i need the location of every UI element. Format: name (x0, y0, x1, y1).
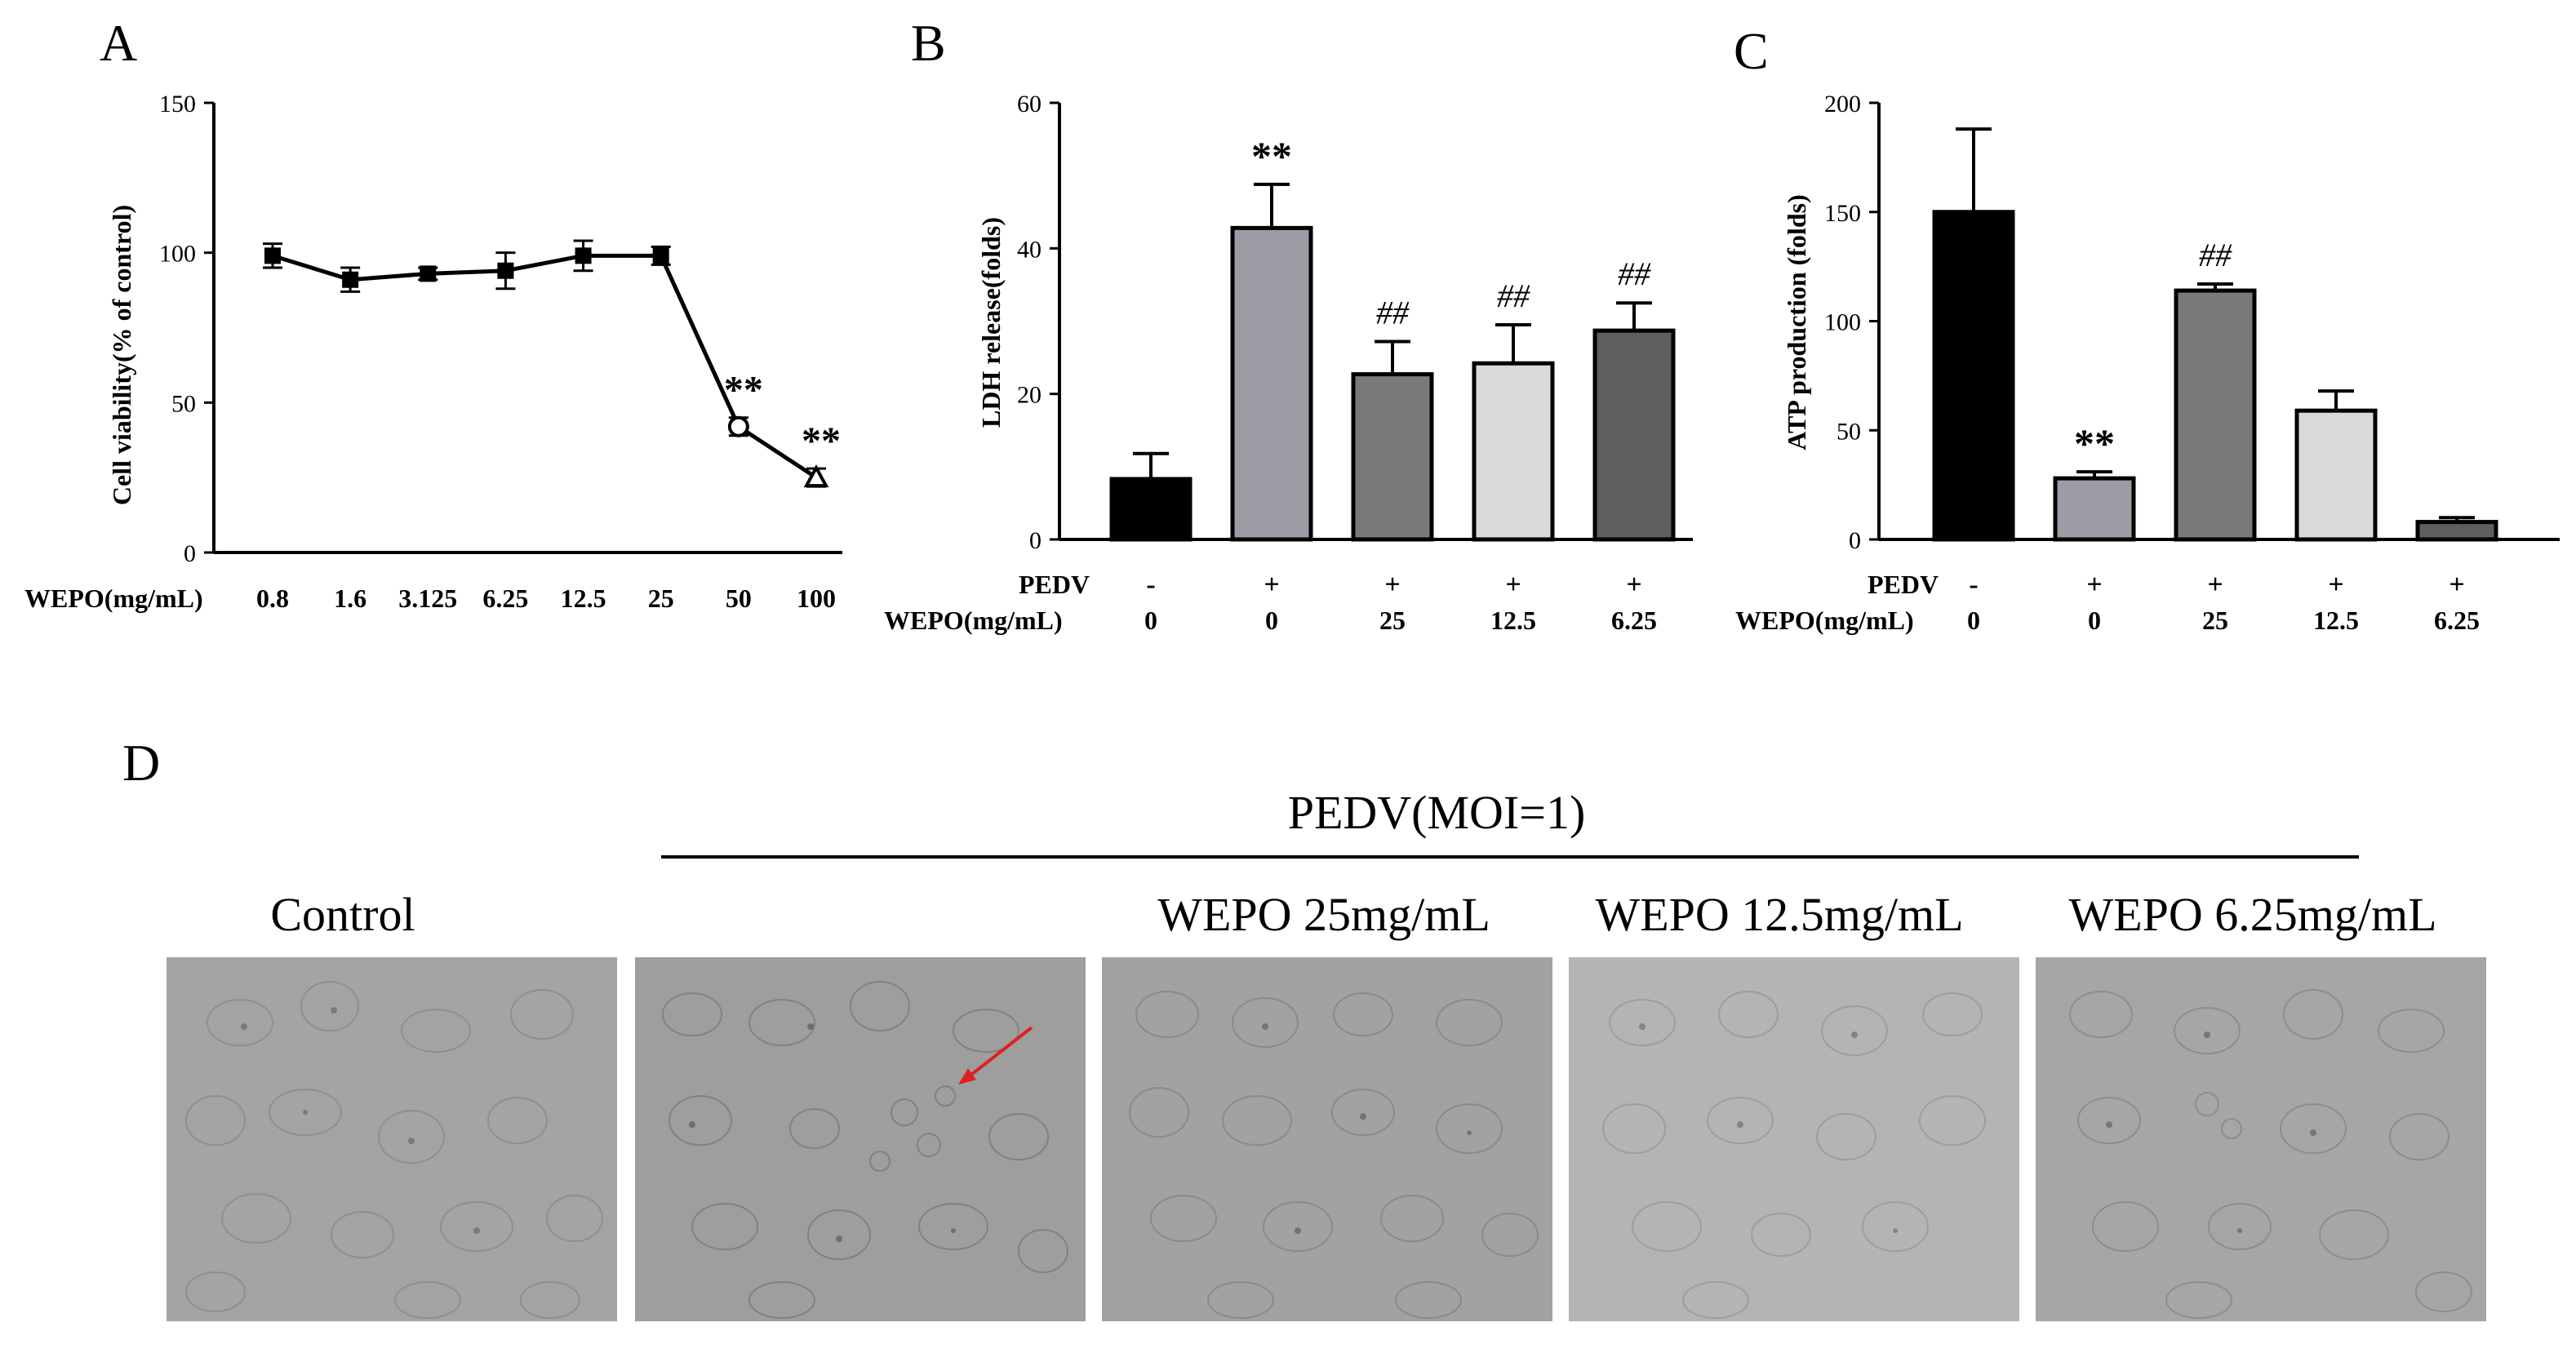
red-arrow-head (958, 1068, 976, 1085)
chart-c-wepo-label: 12.5 (2313, 606, 2359, 635)
chart-a-point (264, 247, 281, 264)
chart-b-pedv-label: - (1146, 570, 1155, 600)
chart-a-point (342, 271, 359, 288)
micrograph-wepo-6-25 (2036, 957, 2486, 1321)
panel-d-label-wepo-6-25: WEPO 6.25mg/mL (2068, 888, 2436, 941)
micrograph-pedv (635, 957, 1086, 1321)
chart-c-bar (2174, 288, 2257, 542)
chart-c-pedv-label: + (2328, 570, 2343, 600)
chart-a-ylabel: Cell viability(% of control) (107, 205, 136, 505)
chart-a-series-line (272, 253, 818, 480)
chart-b-wepo-label: 0 (1144, 606, 1157, 635)
chart-b-significance: ## (1618, 255, 1651, 292)
chart-c-pedv-label: + (2207, 570, 2223, 600)
chart-c-bar (2053, 476, 2136, 542)
chart-b-bar (1109, 477, 1193, 542)
chart-b-y-tick-label: 20 (1017, 382, 1042, 409)
chart-a-x-tick-label: 25 (648, 584, 674, 613)
chart-c-bar (1932, 210, 2015, 542)
chart-a-x-tick-label: 0.8 (256, 584, 289, 613)
panel-letter-b: B (911, 14, 946, 72)
chart-a-point (420, 265, 437, 282)
panel-d-label-wepo-12-5: WEPO 12.5mg/mL (1595, 888, 1963, 941)
panel-letter-a: A (100, 14, 137, 72)
chart-c-bar (2415, 520, 2498, 542)
chart-c-y-tick-label: 50 (1837, 418, 1861, 445)
chart-c-pedv-label: - (1969, 570, 1978, 600)
chart-a-xlabel-prefix: WEPO(mg/mL) (24, 584, 203, 613)
chart-b-significance: ## (1376, 294, 1410, 331)
chart-a-x-tick-label: 6.25 (482, 584, 528, 613)
chart-a-x-tick-label: 50 (726, 584, 752, 613)
chart-c-wepo-label: 25 (2202, 606, 2228, 635)
chart-c-y-tick-label: 100 (1824, 309, 1861, 336)
micrograph-wepo-12-5 (1569, 957, 2019, 1321)
panel-letter-d: D (122, 734, 160, 792)
chart-a-y-tick-label: 0 (184, 540, 196, 567)
red-arrow-shaft (963, 1026, 1033, 1081)
chart-c-wepo-label: 6.25 (2434, 606, 2480, 635)
chart-b-significance: ** (1251, 133, 1292, 179)
chart-a-point (727, 415, 749, 437)
chart-c-ylabel: ATP production (folds) (1782, 194, 1811, 450)
chart-b-pedv-label: + (1384, 570, 1400, 600)
chart-a-x-tick-label: 100 (797, 584, 836, 613)
chart-c-pedv-label: + (2449, 570, 2464, 600)
chart-b-significance: ## (1497, 277, 1530, 314)
chart-b-wepo-label: 6.25 (1611, 606, 1657, 635)
chart-b-pedv-label: + (1264, 570, 1279, 600)
chart-b-ldh-release: LDH release(folds) PEDV WEPO(mg/mL) 0 20 4… (884, 91, 1693, 635)
chart-a-x-tick-label: 12.5 (561, 584, 606, 613)
chart-c-row-label-pedv: PEDV (1868, 570, 1939, 599)
chart-a-x-tick-label: 3.125 (398, 584, 457, 613)
chart-c-y-tick-label: 0 (1849, 527, 1861, 554)
chart-b-pedv-label: + (1505, 570, 1521, 600)
panel-d-label-wepo-25: WEPO 25mg/mL (1157, 888, 1490, 941)
chart-b-bar (1472, 361, 1555, 542)
chart-c-atp-production: ATP production (folds) PEDV WEPO(mg/mL) … (1735, 91, 2560, 635)
chart-c-significance: ** (2074, 420, 2115, 466)
chart-b-wepo-label: 0 (1265, 606, 1278, 635)
chart-c-row-label-wepo: WEPO(mg/mL) (1735, 606, 1914, 635)
chart-b-row-label-wepo: WEPO(mg/mL) (884, 606, 1063, 635)
chart-a-significance: ** (802, 419, 841, 463)
chart-b-bar (1230, 225, 1313, 542)
chart-b-y-tick-label: 40 (1017, 236, 1042, 263)
chart-b-bar (1592, 328, 1676, 542)
chart-b-bar (1351, 372, 1434, 542)
panel-letter-c: C (1734, 22, 1769, 80)
chart-b-y-tick-label: 60 (1017, 91, 1042, 118)
panel-d-label-control: Control (270, 888, 415, 941)
chart-c-wepo-label: 0 (2088, 606, 2101, 635)
chart-a-point (497, 262, 514, 279)
chart-b-ylabel: LDH release(folds) (976, 217, 1006, 428)
chart-b-y-tick-label: 0 (1029, 527, 1042, 554)
chart-c-wepo-label: 0 (1967, 606, 1980, 635)
chart-b-pedv-label: + (1626, 570, 1641, 600)
chart-b-wepo-label: 25 (1379, 606, 1406, 635)
panel-d-group-label: PEDV(MOI=1) (1288, 786, 1586, 839)
chart-a-point (575, 247, 592, 264)
chart-b-row-label-pedv: PEDV (1019, 570, 1090, 599)
chart-c-significance: ## (2199, 237, 2232, 273)
chart-c-y-tick-label: 150 (1824, 200, 1861, 227)
chart-a-x-tick-label: 1.6 (334, 584, 366, 613)
micrograph-control (167, 957, 617, 1321)
chart-a-cell-viability: Cell viability(% of control) WEPO(mg/mL)… (24, 91, 842, 613)
chart-a-y-tick-label: 50 (171, 390, 196, 417)
chart-a-y-tick-label: 100 (159, 241, 196, 268)
chart-c-pedv-label: + (2086, 570, 2102, 600)
chart-a-point (652, 247, 669, 264)
chart-b-wepo-label: 12.5 (1490, 606, 1536, 635)
chart-a-point (803, 464, 829, 488)
micrograph-wepo-25 (1102, 957, 1552, 1321)
chart-a-y-tick-label: 150 (159, 91, 196, 118)
chart-c-bar (2294, 408, 2378, 542)
chart-c-y-tick-label: 200 (1824, 91, 1861, 118)
